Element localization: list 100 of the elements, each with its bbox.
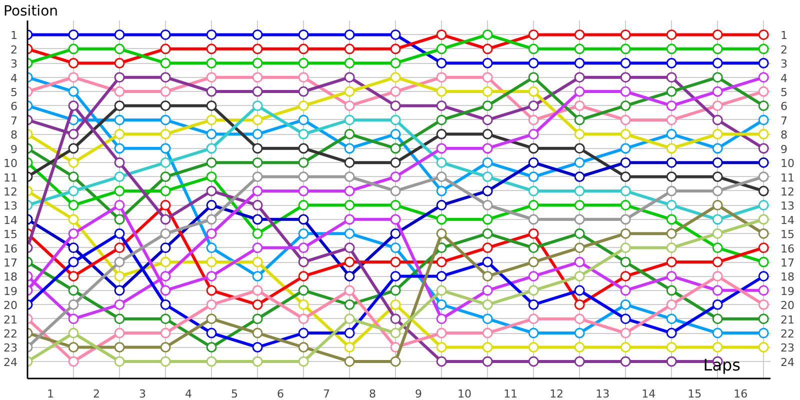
point [666, 128, 677, 140]
point [68, 242, 79, 254]
x-tick-label: 15 [688, 388, 702, 400]
point [114, 100, 125, 111]
point [114, 143, 125, 154]
point [68, 29, 79, 40]
point [620, 256, 631, 268]
point [68, 285, 79, 296]
point [574, 86, 585, 97]
point [620, 299, 631, 310]
point [206, 314, 217, 324]
point [482, 100, 493, 111]
point [298, 72, 309, 83]
point [712, 256, 723, 268]
y-tick-label: 4 [10, 72, 18, 85]
point [252, 44, 263, 54]
y-axis-title: Position [4, 4, 58, 20]
point [298, 270, 309, 282]
point [666, 342, 677, 352]
point [68, 44, 79, 54]
point [114, 86, 125, 97]
point [482, 114, 493, 126]
point [482, 299, 493, 310]
point [574, 143, 585, 154]
point [206, 100, 217, 111]
point [206, 342, 217, 352]
point [390, 256, 401, 268]
point [666, 157, 677, 168]
point [528, 314, 539, 324]
point [160, 356, 171, 367]
point [436, 342, 447, 352]
point [666, 29, 677, 40]
point [344, 299, 355, 310]
y-tick-label: 9 [10, 142, 18, 156]
point [666, 200, 677, 210]
point [436, 143, 447, 154]
point [666, 285, 677, 296]
point [758, 299, 769, 310]
point [298, 356, 309, 367]
point [68, 157, 79, 168]
y2-tick-label: 24 [780, 356, 794, 369]
point [528, 143, 539, 154]
point [712, 172, 723, 182]
point [574, 342, 585, 352]
point [160, 86, 171, 97]
point [712, 270, 723, 282]
point [666, 143, 677, 154]
point [574, 29, 585, 40]
point [298, 285, 309, 296]
point [482, 86, 493, 97]
y2-tick-label: 12 [780, 185, 794, 198]
point [68, 143, 79, 154]
point [528, 86, 539, 97]
point [206, 270, 217, 282]
point [206, 114, 217, 126]
point [620, 314, 631, 324]
point [206, 214, 217, 225]
point [436, 256, 447, 268]
point [160, 157, 171, 168]
point [712, 214, 723, 225]
point [482, 242, 493, 254]
point [68, 128, 79, 140]
point [666, 314, 677, 324]
point [252, 86, 263, 97]
y2-tick-label: 9 [780, 142, 788, 156]
point [160, 228, 171, 239]
point [436, 328, 447, 338]
point [528, 172, 539, 182]
point [758, 157, 769, 168]
y2-tick-label: 8 [780, 128, 788, 142]
point [620, 143, 631, 154]
point [666, 228, 677, 239]
point [344, 200, 355, 210]
point [252, 72, 263, 83]
point [160, 342, 171, 352]
y2-tick-label: 1 [780, 29, 788, 42]
point [528, 228, 539, 239]
point [206, 29, 217, 40]
point [528, 114, 539, 126]
point [574, 186, 585, 196]
point [252, 328, 263, 338]
point [758, 228, 769, 239]
point [620, 270, 631, 282]
point [68, 270, 79, 282]
point [206, 256, 217, 268]
point [206, 228, 217, 239]
point [666, 186, 677, 196]
point [344, 214, 355, 225]
point [620, 328, 631, 338]
point [574, 228, 585, 239]
point [344, 128, 355, 140]
x-tick-label: 13 [596, 388, 610, 400]
point [758, 285, 769, 296]
point [298, 29, 309, 40]
point [252, 200, 263, 210]
point [68, 342, 79, 352]
point [206, 186, 217, 196]
point [114, 314, 125, 324]
point [758, 242, 769, 254]
point [712, 242, 723, 254]
